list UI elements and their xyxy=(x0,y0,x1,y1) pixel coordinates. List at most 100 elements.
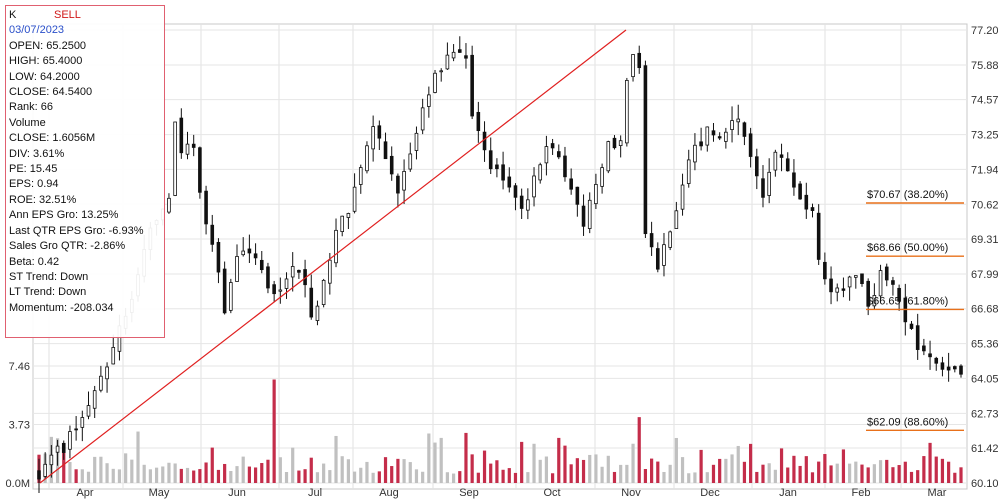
volume-bar xyxy=(198,469,202,483)
candle-body xyxy=(445,54,450,70)
candle-body xyxy=(594,184,598,205)
volume-bar xyxy=(173,463,177,483)
volume-bar xyxy=(334,435,338,483)
volume-bar xyxy=(513,472,518,483)
candle-body xyxy=(284,278,289,289)
volume-bar xyxy=(377,471,381,483)
candle-body xyxy=(513,185,518,198)
candle-body xyxy=(569,178,573,190)
info-line: OPEN: 65.2500 xyxy=(9,39,87,52)
candle-body xyxy=(953,366,957,370)
candle-body xyxy=(618,140,623,146)
candle-body xyxy=(92,390,97,409)
volume-bar xyxy=(643,469,648,483)
candle-body xyxy=(290,266,295,278)
candle-body xyxy=(884,266,889,281)
candle-body xyxy=(495,164,499,170)
candle-body xyxy=(278,289,283,292)
candle-body xyxy=(253,253,258,259)
info-line: ROE: 32.51% xyxy=(9,193,77,206)
candle-body xyxy=(451,51,456,59)
info-lines: OPEN: 65.2500 HIGH: 65.4000 LOW: 64.2000 CL… xyxy=(9,39,164,316)
month-tick-label: Aug xyxy=(379,487,399,499)
candle-body xyxy=(340,215,345,233)
volume-bar xyxy=(848,463,852,483)
candle-body xyxy=(80,417,85,428)
volume-tick-label: 0.0M xyxy=(6,478,30,490)
candle-body xyxy=(674,210,679,229)
candle-body xyxy=(507,176,512,188)
candle-body xyxy=(439,70,444,73)
candle-body xyxy=(247,248,252,254)
candle-body xyxy=(383,141,388,160)
candle-body xyxy=(68,431,72,450)
volume-bar xyxy=(278,457,282,483)
candle-body xyxy=(835,287,840,293)
volume-bar xyxy=(136,431,140,483)
candle-body xyxy=(686,159,691,184)
volume-bar xyxy=(773,469,777,483)
trendline xyxy=(39,29,627,484)
candle-body xyxy=(371,126,375,150)
volume-bar xyxy=(210,447,214,483)
candle-body xyxy=(222,268,227,314)
volume-bar xyxy=(303,469,307,483)
volume-bar xyxy=(86,471,91,483)
candle-body xyxy=(427,94,431,107)
candle-body xyxy=(878,270,883,297)
volume-bar xyxy=(544,456,549,483)
info-line: Ann EPS Gro: 13.25% xyxy=(9,209,119,222)
volume-bar xyxy=(241,456,245,483)
volume-bar xyxy=(786,467,790,483)
month-tick-label: Jun xyxy=(228,487,246,499)
volume-bar xyxy=(117,469,122,483)
info-panel: K SELL 03/07/2023 OPEN: 65.2500 HIGH: 65.… xyxy=(5,5,165,338)
volume-bar xyxy=(482,450,487,483)
fib-level-label: $70.67 (38.20%) xyxy=(867,189,948,201)
candle-body xyxy=(414,132,419,151)
volume-bar xyxy=(396,458,400,483)
volume-bar xyxy=(631,443,635,483)
fib-level-label: $68.66 (50.00%) xyxy=(867,242,948,254)
volume-bar xyxy=(272,379,276,483)
volume-bar xyxy=(804,456,808,483)
price-tick-label: 61.42 xyxy=(971,443,998,455)
candle-body xyxy=(185,143,190,155)
volume-bar xyxy=(909,471,914,483)
volume-bar xyxy=(167,462,171,483)
candle-body xyxy=(649,233,654,248)
candle-body xyxy=(643,65,648,235)
volume-bar xyxy=(798,465,802,483)
candle-body xyxy=(346,213,351,218)
candle-body xyxy=(785,158,790,172)
ticker-symbol: K xyxy=(9,9,17,21)
month-tick-label: Jan xyxy=(779,487,797,499)
volume-bar xyxy=(458,471,462,483)
info-line: CLOSE: 64.5400 xyxy=(9,86,93,99)
volume-bar xyxy=(520,441,524,483)
candle-body xyxy=(538,164,543,181)
candle-body xyxy=(216,241,221,273)
volume-bar xyxy=(557,437,561,483)
volume-bar xyxy=(291,447,295,483)
candle-body xyxy=(940,362,945,370)
candle-body xyxy=(897,287,901,302)
volume-bar xyxy=(297,470,301,483)
volume-bar xyxy=(414,469,419,483)
candle-body xyxy=(43,463,47,477)
volume-bar xyxy=(730,454,734,483)
volume-bar xyxy=(371,472,375,483)
month-tick-label: Jul xyxy=(308,487,322,499)
candle-body xyxy=(61,442,66,453)
candle-body xyxy=(767,171,771,196)
price-tick-label: 73.25 xyxy=(971,130,998,142)
volume-bar xyxy=(526,472,530,483)
volume-bar xyxy=(662,471,666,483)
volume-bar xyxy=(390,466,394,483)
volume-bar xyxy=(674,437,678,483)
volume-bar xyxy=(823,454,827,483)
volume-bar xyxy=(161,466,165,483)
candle-body xyxy=(111,347,116,365)
volume-bar xyxy=(476,472,480,483)
candle-body xyxy=(563,155,567,178)
